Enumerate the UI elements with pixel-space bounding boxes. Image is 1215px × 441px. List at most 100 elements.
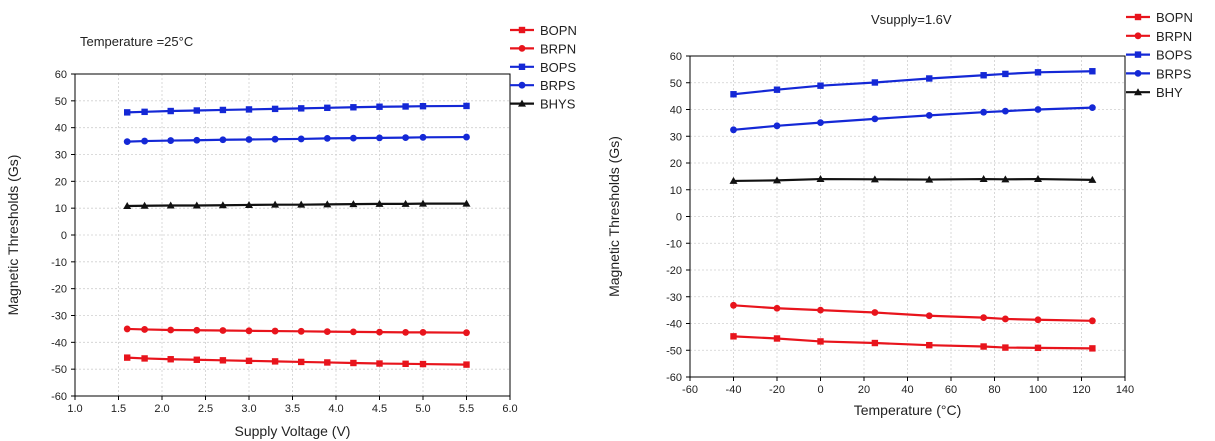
data-point-brps (980, 108, 988, 116)
x-tick-label: 100 (1029, 384, 1047, 396)
y-tick-label: -50 (51, 364, 67, 376)
data-point-brps (871, 115, 879, 123)
x-tick-label: 4.5 (372, 403, 387, 415)
data-point-bopn (817, 338, 824, 345)
data-point-brps (463, 133, 470, 141)
x-tick-label: 20 (858, 384, 870, 396)
y-tick-label: -10 (51, 257, 67, 269)
data-point-bops (350, 104, 357, 111)
data-point-bhys (192, 201, 201, 209)
series-bopn (124, 354, 470, 368)
data-point-bhy (925, 175, 934, 183)
x-axis-label: Temperature (°C) (854, 402, 962, 418)
chart-title: Temperature =25°C (80, 34, 193, 49)
series-line-bopn (127, 356, 467, 366)
x-tick-label: -60 (682, 384, 698, 396)
data-point-brpn (925, 312, 933, 320)
data-point-bhy (870, 175, 879, 183)
data-point-bhy (1088, 175, 1097, 183)
y-tick-label: -40 (51, 337, 67, 349)
series-bops (124, 102, 470, 116)
series-bhys (123, 199, 471, 210)
data-point-brpn (419, 329, 427, 336)
data-point-bhys (323, 200, 332, 208)
x-tick-label: 5.5 (459, 403, 474, 415)
data-point-brpn (323, 328, 331, 335)
data-point-brps (1034, 106, 1042, 113)
data-point-brps (323, 135, 331, 142)
data-point-bhys (166, 201, 175, 209)
data-point-bops (324, 104, 331, 112)
series-line-bhys (127, 202, 467, 208)
data-point-brps (817, 119, 824, 127)
legend-marker-brpn (1134, 32, 1142, 40)
chart-2: -60 -40 -20 0 20 40 60 80 100 120 140-60-50-40-30-… (606, 10, 1193, 418)
data-point-bhys (419, 199, 427, 207)
y-tick-label: 20 (670, 158, 682, 170)
x-tick-label: 40 (901, 384, 913, 396)
data-point-brps (193, 136, 201, 144)
y-tick-label: 0 (676, 212, 682, 224)
data-point-brpn (123, 325, 131, 333)
y-axis-label: Magnetic Thresholds (Gs) (5, 155, 21, 316)
x-tick-label: 140 (1116, 384, 1134, 396)
data-point-bops (124, 109, 131, 116)
data-point-brpn (141, 326, 149, 333)
x-tick-label: 2.5 (198, 403, 213, 415)
legend-marker-bhys (518, 99, 526, 107)
y-tick-label: -30 (666, 292, 682, 304)
y-tick-label: 10 (55, 203, 67, 215)
x-tick-label: 60 (945, 384, 957, 396)
data-point-bopn (871, 339, 879, 347)
data-point-brpn (376, 328, 383, 336)
x-tick-label: 1.0 (67, 403, 82, 415)
data-point-bhys (401, 199, 410, 207)
legend-label-brpn: BRPN (1156, 29, 1192, 44)
data-point-bops (193, 107, 200, 114)
data-point-bops (730, 91, 737, 98)
y-tick-label: 0 (61, 230, 67, 242)
x-tick-label: 4.0 (328, 403, 343, 415)
data-point-bopn (1002, 344, 1009, 351)
data-point-brpn (271, 327, 279, 335)
y-tick-label: -10 (666, 238, 682, 250)
data-point-brpn (463, 329, 470, 337)
data-point-brpn (1001, 315, 1009, 323)
legend-label-brps: BRPS (1156, 66, 1192, 81)
legend-marker-brps (1134, 70, 1142, 77)
data-point-brps (141, 137, 149, 145)
data-point-bopn (730, 333, 737, 340)
legend-label-bops: BOPS (1156, 48, 1192, 63)
data-point-brpn (1034, 316, 1042, 324)
data-point-brpn (219, 327, 227, 334)
data-point-brps (925, 111, 933, 119)
data-point-brps (1001, 107, 1009, 115)
series-bopn (730, 333, 1096, 352)
y-tick-label: -40 (666, 319, 682, 331)
legend-marker-brpn (518, 45, 526, 52)
data-point-bopn (219, 357, 227, 364)
data-point-brps (376, 134, 383, 142)
data-point-bops (271, 105, 279, 113)
data-point-bhys (297, 200, 306, 208)
data-point-bopn (245, 357, 253, 365)
series-brps (123, 133, 470, 146)
data-point-brps (245, 136, 253, 143)
data-point-bops (245, 106, 253, 113)
data-point-bhys (123, 202, 132, 210)
data-point-bops (817, 82, 824, 89)
data-point-brps (730, 126, 737, 134)
data-point-brpn (817, 306, 824, 314)
data-point-bhys (140, 201, 149, 209)
data-point-bhy (773, 176, 781, 184)
y-tick-label: -20 (51, 284, 67, 296)
y-tick-label: 50 (55, 96, 67, 108)
legend-marker-bhy (1134, 88, 1142, 96)
chart-1: 1.0 1.5 2.0 2.5 3.0 3.5 4.0 4.5 5.0 5.5 6.0 -60 -50 -… (5, 23, 577, 439)
data-point-brps (297, 135, 305, 143)
data-point-bops (141, 108, 148, 116)
plot-frame (74, 73, 511, 397)
x-tick-label: 6.0 (502, 403, 517, 415)
data-point-brps (773, 122, 781, 130)
